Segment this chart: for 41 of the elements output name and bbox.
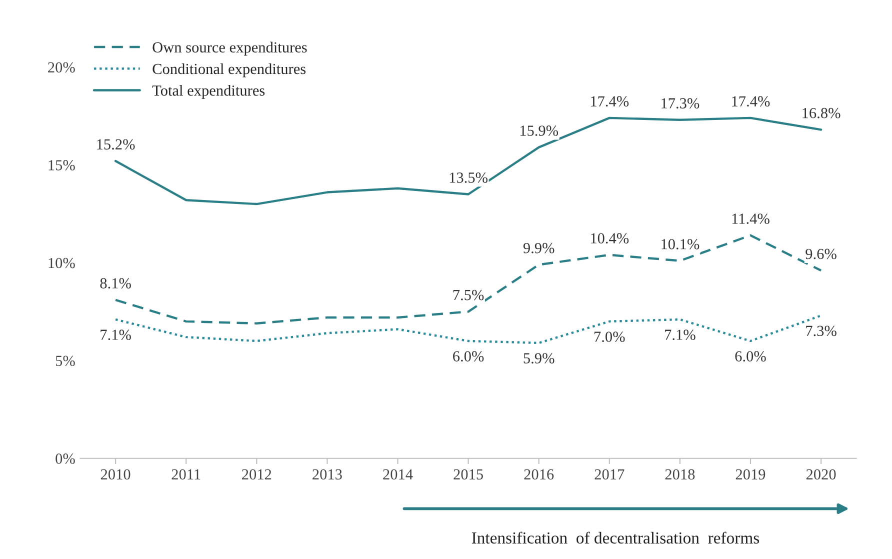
data-label: 17.4% [732, 96, 770, 107]
x-tick-label: 2020 [806, 469, 836, 480]
x-tick-label: 2014 [383, 469, 413, 480]
data-label: 7.5% [453, 290, 484, 300]
data-label: 15.9% [520, 126, 558, 136]
data-label: 6.0% [453, 351, 484, 362]
x-tick-label: 2018 [665, 469, 695, 480]
x-tick-label: 2019 [736, 469, 766, 480]
data-label: 9.6% [806, 248, 836, 260]
y-tick-label: 15% [48, 160, 75, 170]
y-tick-label: 0% [56, 454, 75, 464]
x-tick-label: 2013 [312, 469, 342, 480]
x-tick-label: 2016 [524, 469, 554, 480]
data-label: 8.1% [100, 278, 131, 289]
text: Intensification of decentralisation reforms [472, 532, 760, 544]
data-label: 5.9% [524, 353, 554, 364]
legend-label: Conditional expenditures [152, 63, 306, 78]
data-label: 13.5% [450, 172, 488, 183]
data-label: 10.4% [591, 233, 629, 244]
data-label: 7.0% [594, 332, 625, 342]
legend-label: Total expenditures [152, 84, 265, 99]
x-tick-label: 2012 [242, 469, 272, 480]
y-tick-label: 5% [56, 356, 75, 366]
data-label: 16.8% [802, 108, 840, 118]
x-tick-label: 2015 [454, 469, 483, 480]
data-label: 9.9% [523, 242, 554, 254]
legend-label: Own source expenditures [152, 42, 307, 56]
data-label: 11.4% [732, 214, 770, 224]
y-tick-label: 10% [48, 258, 75, 268]
data-label: 7.1% [100, 330, 131, 340]
data-label: 7.1% [665, 330, 696, 340]
data-label: 17.4% [591, 96, 629, 107]
x-tick-label: 2011 [172, 469, 200, 480]
data-label: 7.3% [806, 326, 836, 336]
data-label: 10.1% [662, 239, 700, 250]
x-tick-label: 2010 [100, 469, 130, 480]
data-label: 15.2% [97, 139, 135, 150]
data-label: 17.3% [662, 98, 700, 109]
x-tick-label: 2017 [594, 469, 624, 480]
y-tick-label: 20% [48, 62, 75, 73]
data-label: 6.0% [735, 351, 766, 362]
